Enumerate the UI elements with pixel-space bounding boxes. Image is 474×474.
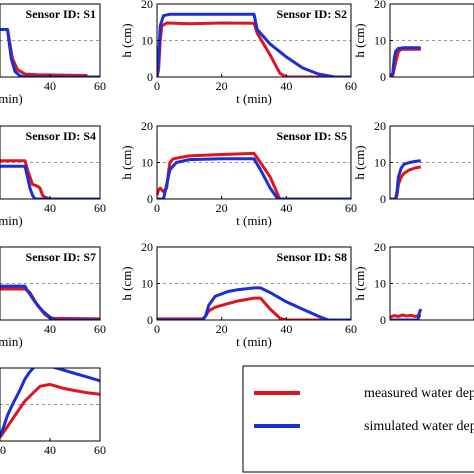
x-tick-label: 40 [280,322,292,336]
simulated-line [157,12,351,77]
y-axis-label: h (cm) [119,266,134,300]
y-tick-label: 10 [141,156,153,170]
simulated-line [157,157,351,199]
x-tick-label: 0 [154,322,160,336]
x-axis-label: t (min) [0,334,23,349]
x-axis-label: t (min) [236,334,272,349]
y-tick-label: 10 [374,156,386,170]
sensor-label: Sensor ID: S1 [26,7,96,21]
simulated-line [390,308,423,320]
x-tick-label: 20 [216,201,228,215]
x-tick-label: 40 [44,201,56,215]
panel-6: 0 10 20 h (cm) [352,119,474,206]
x-tick-label: 20 [0,443,6,457]
sensor-panels: 40 60 Sensor ID: S1 t (min) 0 20 40 60 0 10 20 Sens… [0,0,474,457]
x-tick-label: 60 [345,201,357,215]
sensor-label: Sensor ID: S8 [277,250,347,264]
y-tick-label: 0 [380,192,386,206]
y-tick-label: 10 [374,34,386,48]
x-tick-label: 60 [94,322,106,336]
measured-line [390,313,421,319]
x-tick-label: 20 [216,79,228,93]
sensor-label: Sensor ID: S4 [26,129,96,143]
y-axis-label: h (cm) [352,23,367,57]
x-tick-label: 40 [280,201,292,215]
legend-simulated-label: simulated water depths [364,419,474,434]
measured-line [157,151,351,199]
y-axis-label: h (cm) [119,145,134,179]
y-tick-label: 0 [147,313,153,327]
legend-box: measured water depths simulated water de… [242,365,474,473]
y-tick-label: 10 [141,277,153,291]
y-axis-label: h (cm) [352,266,367,300]
x-tick-label: 20 [216,322,228,336]
y-tick-label: 20 [141,0,153,11]
measured-line [0,382,100,439]
panel-3: 0 10 20 h (cm) [352,0,474,84]
x-tick-label: 60 [94,79,106,93]
simulated-line [0,368,100,437]
x-axis-label: t (min) [236,213,272,228]
panel-7: 40 60 Sensor ID: S7 t (min) [0,246,106,349]
y-axis-label: h (cm) [352,145,367,179]
panel-10: 20 40 60 [0,367,106,457]
y-tick-label: 20 [374,0,386,11]
simulated-line [0,28,100,77]
simulated-line [0,164,100,199]
panel-9: 0 10 20 h (cm) [352,240,474,327]
x-tick-label: 0 [154,201,160,215]
y-tick-label: 0 [147,192,153,206]
panel-4: 40 60 Sensor ID: S4 t (min) [0,125,106,228]
x-tick-label: 40 [280,79,292,93]
y-tick-label: 20 [141,119,153,133]
x-tick-label: 60 [94,443,106,457]
panel-5: 0 20 40 60 0 10 20 Sensor ID: S5 t (min) h (cm) [119,119,357,228]
y-tick-label: 10 [374,277,386,291]
x-axis-label: t (min) [236,91,272,106]
legend-frame [242,365,474,473]
panel-2: 0 20 40 60 0 10 20 Sensor ID: S2 t (min) h (cm) [119,0,357,106]
y-tick-label: 0 [380,70,386,84]
x-tick-label: 40 [44,443,56,457]
y-tick-label: 10 [141,34,153,48]
simulated-line [157,286,351,320]
y-tick-label: 20 [141,240,153,254]
x-tick-label: 40 [44,79,56,93]
simulated-line [390,46,421,77]
legend-measured-label: measured water depths [364,386,474,401]
sensor-label: Sensor ID: S5 [277,129,347,143]
x-axis-label: t (min) [0,91,23,106]
y-axis-label: h (cm) [119,23,134,57]
y-tick-label: 20 [374,240,386,254]
y-tick-label: 20 [374,119,386,133]
x-tick-label: 40 [44,322,56,336]
x-tick-label: 60 [94,201,106,215]
y-tick-label: 0 [380,313,386,327]
x-tick-label: 60 [345,79,357,93]
simulated-line [390,159,421,199]
sensor-label: Sensor ID: S2 [277,7,347,21]
x-axis-label: t (min) [0,213,23,228]
sensor-label: Sensor ID: S7 [26,250,96,264]
y-tick-label: 0 [147,70,153,84]
x-tick-label: 60 [345,322,357,336]
panel-8: 0 20 40 60 0 10 20 Sensor ID: S8 t (min) h (cm) [119,240,357,349]
panel-1: 40 60 Sensor ID: S1 t (min) [0,3,106,106]
x-tick-label: 0 [154,79,160,93]
